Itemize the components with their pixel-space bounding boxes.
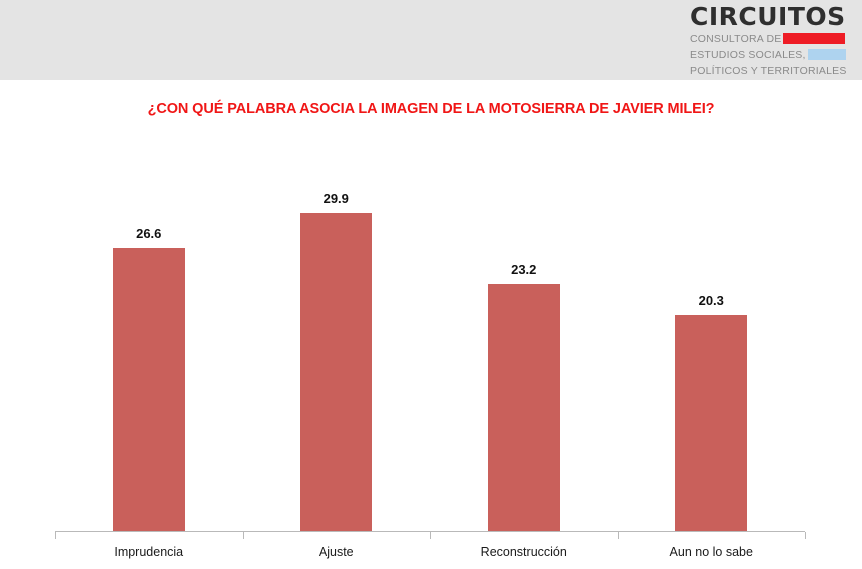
x-axis-tick xyxy=(430,532,431,539)
logo-line-2-text: ESTUDIOS SOCIALES, xyxy=(690,48,806,61)
chart-title: ¿CON QUÉ PALABRA ASOCIA LA IMAGEN DE LA … xyxy=(147,101,715,117)
x-axis-tick xyxy=(805,532,806,539)
logo-line-3-text: POLÍTICOS Y TERRITORIALES xyxy=(690,64,847,77)
x-axis-category-label: Imprudencia xyxy=(114,545,184,559)
x-axis-tick xyxy=(242,532,244,539)
logo-swatch-red xyxy=(783,33,846,44)
logo-line-1: CONSULTORA DE xyxy=(690,31,848,46)
logo-wordmark: CIRCUITOS xyxy=(690,2,846,31)
x-axis-category-label: Aun no lo sabe xyxy=(669,545,753,559)
bar[interactable] xyxy=(300,213,373,531)
logo-line-1-text: CONSULTORA DE xyxy=(690,32,782,45)
logo-line-3: POLÍTICOS Y TERRITORIALES xyxy=(690,63,848,78)
bar-value-label: 26.6 xyxy=(136,226,162,241)
x-axis-line xyxy=(55,531,805,532)
x-axis-tick xyxy=(55,532,56,539)
header-band: CIRCUITOS CONSULTORA DE ESTUDIOS SOCIALE… xyxy=(0,0,862,80)
bar[interactable] xyxy=(112,248,185,531)
logo-swatch-blue xyxy=(807,49,846,60)
bar-value-label: 23.2 xyxy=(511,262,537,277)
bar[interactable] xyxy=(487,284,560,531)
bar-value-label: 20.3 xyxy=(698,293,724,308)
x-axis-tick xyxy=(617,532,619,539)
x-axis-category-label: Ajuste xyxy=(318,545,354,559)
bar-value-label: 29.9 xyxy=(323,191,349,206)
circuitos-logo: CIRCUITOS CONSULTORA DE ESTUDIOS SOCIALE… xyxy=(690,4,848,78)
logo-line-2: ESTUDIOS SOCIALES, xyxy=(690,47,848,62)
bar[interactable] xyxy=(675,315,748,531)
x-axis-category-label: Reconstrucción xyxy=(480,545,567,559)
